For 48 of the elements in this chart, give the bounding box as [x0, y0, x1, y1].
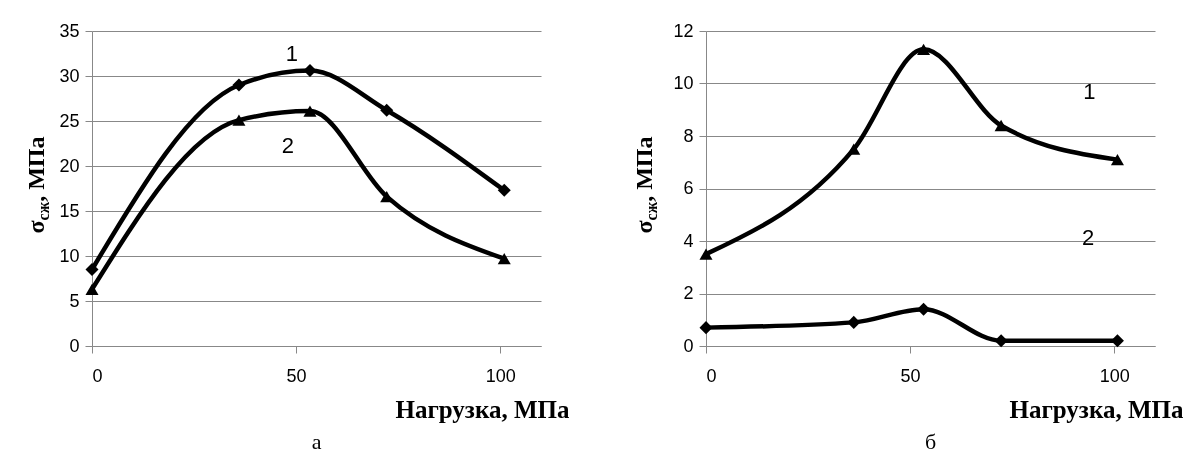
point [85, 283, 99, 295]
x-axis-title: Нагрузка, МПа [395, 395, 570, 423]
point [917, 302, 931, 316]
x-tick-label: 50 [286, 365, 307, 386]
y-tick-label: 20 [59, 155, 80, 176]
x-tick-label: 100 [1099, 365, 1130, 386]
point [232, 78, 246, 92]
y-tick-label: 12 [673, 20, 694, 41]
point [994, 334, 1008, 348]
point [847, 315, 861, 329]
point [85, 262, 99, 277]
point [917, 43, 931, 56]
point [303, 64, 317, 78]
y-tick-label: 15 [59, 200, 80, 221]
annotation: 2 [1081, 225, 1095, 250]
point [1110, 153, 1124, 166]
x-tick-label: 100 [485, 365, 516, 386]
point [232, 114, 246, 126]
y-tick-label: 30 [59, 65, 80, 86]
y-tick-label: 6 [683, 178, 694, 198]
x-tick-label: 0 [92, 365, 103, 386]
point [994, 119, 1008, 132]
x-tick-label: 0 [706, 365, 717, 386]
x-tick-label: 50 [900, 365, 921, 386]
y-tick-label: 2 [683, 283, 694, 303]
point [497, 253, 511, 265]
y-tick-label: 35 [59, 20, 80, 41]
y-tick-label: 10 [59, 245, 80, 266]
y-tick-label: 5 [69, 290, 80, 311]
point [847, 143, 861, 155]
y-tick-label: 0 [69, 335, 80, 356]
text: 1 [1083, 78, 1096, 104]
point [380, 103, 394, 117]
y-tick-label: 25 [59, 110, 80, 131]
y-tick-label: 4 [683, 230, 694, 251]
point [303, 105, 317, 117]
point [699, 321, 713, 335]
series-label: 2 [281, 133, 295, 159]
x-axis-title: Нагрузка, МПа [1009, 395, 1184, 423]
point [1110, 334, 1124, 348]
text: а [311, 429, 322, 454]
y-tick-label: 10 [673, 73, 694, 93]
point [699, 248, 713, 260]
text: б [924, 429, 937, 454]
y-tick-label: 0 [683, 335, 694, 356]
series-label: 1 [285, 40, 299, 66]
point [497, 183, 511, 197]
y-tick-label: 8 [683, 125, 694, 146]
